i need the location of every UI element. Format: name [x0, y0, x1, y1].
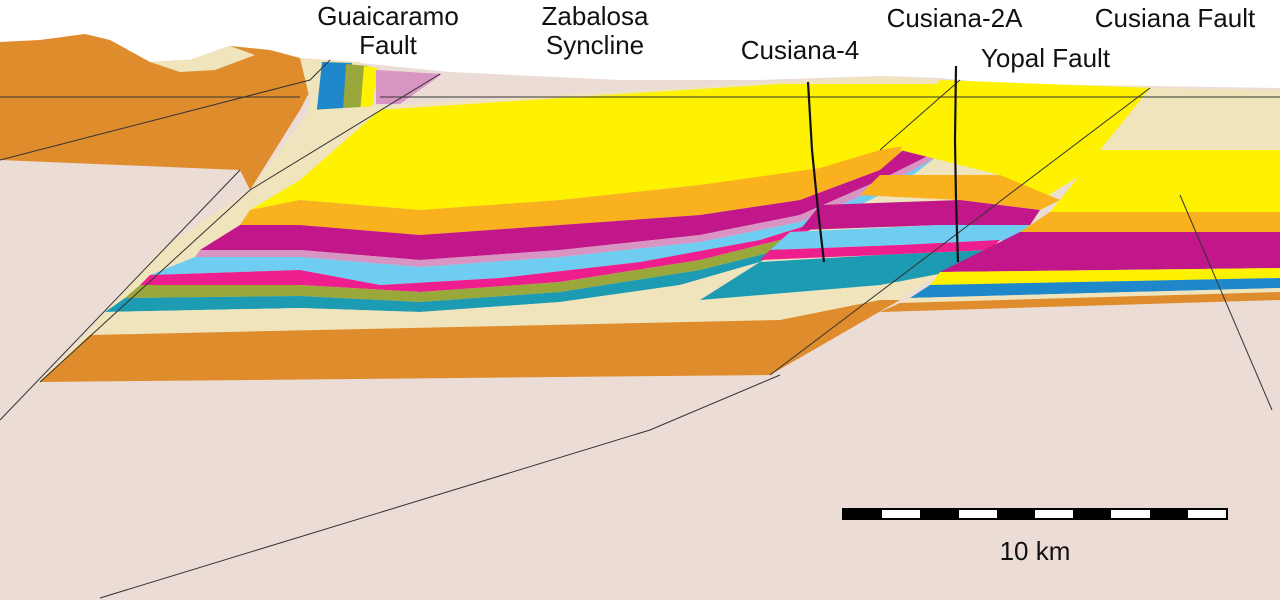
- western-block-inlier: [150, 46, 255, 72]
- label-guaicaramo-fault-line2: Fault: [359, 30, 417, 60]
- sheet-cream-lower: [95, 262, 760, 322]
- deep-fault-trace-3: [1179, 194, 1273, 411]
- label-zabalosa-syncline: Zabalosa Syncline: [520, 2, 670, 60]
- label-guaicaramo-fault: Guaicaramo Fault: [298, 2, 478, 60]
- eastern-orange: [1020, 212, 1280, 232]
- yopal-fault-trace: [879, 79, 961, 151]
- scale-bar-segment: [1073, 510, 1112, 518]
- cusiana-fault-trace: [769, 87, 1151, 376]
- sheet-lavender-stripe: [195, 150, 940, 267]
- scale-bar-segment: [1035, 510, 1074, 518]
- sheet-teal: [105, 250, 780, 312]
- eastern-yellow: [1050, 150, 1280, 212]
- footwall-orange: [860, 175, 1060, 210]
- label-zabalosa-syncline-line1: Zabalosa: [541, 1, 649, 31]
- footwall-magenta: [800, 200, 1040, 230]
- footwall-teal: [700, 250, 990, 300]
- western-block: [0, 34, 320, 190]
- scale-bar-segment: [920, 510, 959, 518]
- deep-fault-trace-2: [99, 374, 781, 599]
- well-cusiana-2a: [953, 65, 960, 263]
- sheet-orange: [240, 140, 940, 235]
- sheet-olive: [125, 235, 800, 302]
- well-cusiana-4: [806, 81, 826, 263]
- scale-bar-segment: [882, 510, 921, 518]
- deep-fault-trace-1: [0, 169, 241, 421]
- eastern-blue: [910, 278, 1280, 298]
- label-cusiana-2a: Cusiana-2A: [886, 3, 1023, 33]
- sheet-light-blue: [150, 158, 935, 285]
- scale-bar-segment: [996, 510, 1036, 518]
- scale-bar-segment: [844, 510, 883, 518]
- scale-bar-segment: [1111, 510, 1150, 518]
- label-yopal-fault: Yopal Fault: [980, 43, 1111, 73]
- guaicaramo-yellow: [360, 66, 378, 114]
- eastern-yellow-thin: [930, 268, 1280, 285]
- eastern-magenta: [940, 232, 1280, 272]
- sky: [0, 0, 1280, 88]
- scale-bar-segment: [1187, 510, 1227, 518]
- footwall-light-blue: [770, 225, 1030, 250]
- sheet-yellow: [250, 84, 1010, 210]
- sheet-orange-brown: [40, 300, 900, 382]
- label-guaicaramo-fault-line1: Guaicaramo: [317, 1, 459, 31]
- guaicaramo-lavender: [376, 70, 442, 104]
- guaicaramo-fault-trace: [0, 59, 331, 161]
- label-cusiana-fault: Cusiana Fault: [1094, 3, 1256, 33]
- scale-bar-segment: [958, 510, 997, 518]
- eastern-cream: [1100, 88, 1280, 150]
- label-cusiana-4: Cusiana-4: [740, 35, 860, 65]
- scale-bar-segment: [1149, 510, 1188, 518]
- scale-bar: [842, 508, 1228, 520]
- main-thrust-trace: [39, 73, 441, 383]
- footwall-pink: [760, 240, 1000, 260]
- sheet-pink: [140, 215, 840, 292]
- scale-bar-label: 10 km: [999, 536, 1071, 566]
- eastern-cream-thin: [900, 288, 1280, 303]
- label-zabalosa-syncline-line2: Syncline: [545, 30, 645, 60]
- eastern-orange-brown: [880, 292, 1280, 312]
